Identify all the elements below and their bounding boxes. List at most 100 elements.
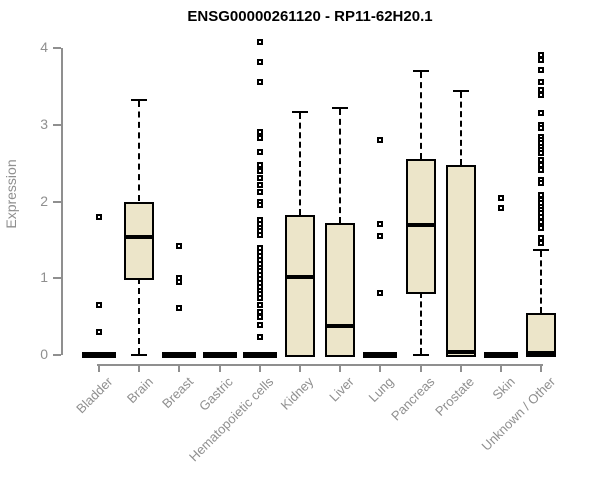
outlier-point xyxy=(538,239,545,246)
median-line xyxy=(325,323,356,328)
outlier-point xyxy=(538,57,545,64)
whisker-cap xyxy=(412,354,429,356)
outlier-point xyxy=(256,58,263,65)
outlier-point xyxy=(256,202,263,209)
x-tick-label: Kidney xyxy=(277,374,317,413)
median-line xyxy=(285,275,315,280)
whisker xyxy=(419,292,422,354)
outlier-point xyxy=(256,322,263,329)
outlier-point xyxy=(538,67,545,74)
outlier-point xyxy=(377,137,384,144)
outlier-point xyxy=(538,213,545,220)
x-tick xyxy=(540,364,543,372)
outlier-point xyxy=(498,204,504,211)
outlier-point xyxy=(377,233,384,240)
whisker xyxy=(339,108,342,223)
y-tick xyxy=(53,277,61,280)
whisker-cap xyxy=(131,354,148,356)
median-line xyxy=(405,223,436,228)
box xyxy=(325,222,356,357)
outlier-point xyxy=(176,305,183,312)
x-tick-label: Pancreas xyxy=(387,374,438,424)
x-tick-label: Lung xyxy=(365,374,398,406)
median-line xyxy=(124,234,155,239)
whisker xyxy=(419,72,422,159)
whisker-cap xyxy=(412,70,429,73)
outlier-point xyxy=(256,167,263,174)
outlier-point xyxy=(256,148,263,155)
x-tick xyxy=(459,364,462,372)
zero-bar xyxy=(82,352,116,358)
outlier-point xyxy=(96,302,102,309)
x-tick xyxy=(258,364,261,372)
outlier-point xyxy=(538,225,545,232)
outlier-point xyxy=(538,180,545,187)
x-tick xyxy=(98,364,100,372)
x-tick-label: Liver xyxy=(326,374,357,405)
x-tick-label: Brain xyxy=(123,374,156,407)
y-tick xyxy=(53,123,61,126)
y-tick-label: 1 xyxy=(40,269,48,286)
whisker-cap xyxy=(292,111,308,114)
outlier-point xyxy=(538,219,545,226)
outlier-point xyxy=(538,124,545,131)
zero-bar xyxy=(484,352,518,358)
outlier-point xyxy=(256,129,263,136)
y-tick-label: 0 xyxy=(40,346,48,362)
outlier-point xyxy=(538,78,545,85)
outlier-point xyxy=(377,220,384,227)
whisker-cap xyxy=(533,248,550,251)
outlier-point xyxy=(256,302,263,309)
x-tick xyxy=(379,364,382,372)
outlier-point xyxy=(538,51,545,58)
outlier-point xyxy=(256,38,263,45)
y-tick xyxy=(53,47,61,49)
whisker xyxy=(459,91,462,166)
outlier-point xyxy=(256,232,263,239)
box xyxy=(445,165,476,357)
box xyxy=(285,214,315,357)
outlier-point xyxy=(256,309,263,316)
x-tick xyxy=(339,364,342,372)
outlier-point xyxy=(256,182,263,189)
y-tick-label: 3 xyxy=(40,115,48,132)
whisker-cap xyxy=(332,106,349,109)
outlier-point xyxy=(256,188,263,195)
x-tick-label: Bladder xyxy=(73,374,116,417)
x-axis-line xyxy=(97,364,544,366)
x-tick-label: Breast xyxy=(158,374,197,412)
outlier-point xyxy=(256,314,263,321)
x-tick xyxy=(138,364,141,372)
x-tick xyxy=(218,364,221,372)
outlier-point xyxy=(256,161,263,168)
x-tick xyxy=(500,364,502,372)
box xyxy=(526,312,557,357)
y-tick xyxy=(53,200,61,203)
outlier-point xyxy=(538,110,545,117)
outlier-point xyxy=(176,243,183,249)
y-tick-label: 2 xyxy=(40,192,48,209)
box xyxy=(124,201,155,281)
outlier-point xyxy=(538,161,545,168)
outlier-point xyxy=(256,334,263,341)
outlier-point xyxy=(96,328,102,335)
outlier-point xyxy=(256,295,263,302)
whisker xyxy=(540,250,543,313)
median-line xyxy=(445,349,476,354)
median-line xyxy=(526,350,557,355)
x-tick-label: Unknown / Other xyxy=(478,374,558,454)
zero-bar xyxy=(242,352,277,358)
whisker-cap xyxy=(131,99,148,102)
zero-bar xyxy=(202,352,237,358)
chart-title: ENSG00000261120 - RP11-62H20.1 xyxy=(187,8,433,25)
outlier-point xyxy=(498,194,504,201)
outlier-point xyxy=(377,289,384,296)
outlier-point xyxy=(538,150,545,157)
whisker xyxy=(138,278,141,354)
outlier-point xyxy=(256,134,263,141)
whisker xyxy=(138,101,141,202)
outlier-point xyxy=(538,91,545,98)
x-tick-label: Prostate xyxy=(432,374,478,419)
outlier-point xyxy=(176,279,183,286)
